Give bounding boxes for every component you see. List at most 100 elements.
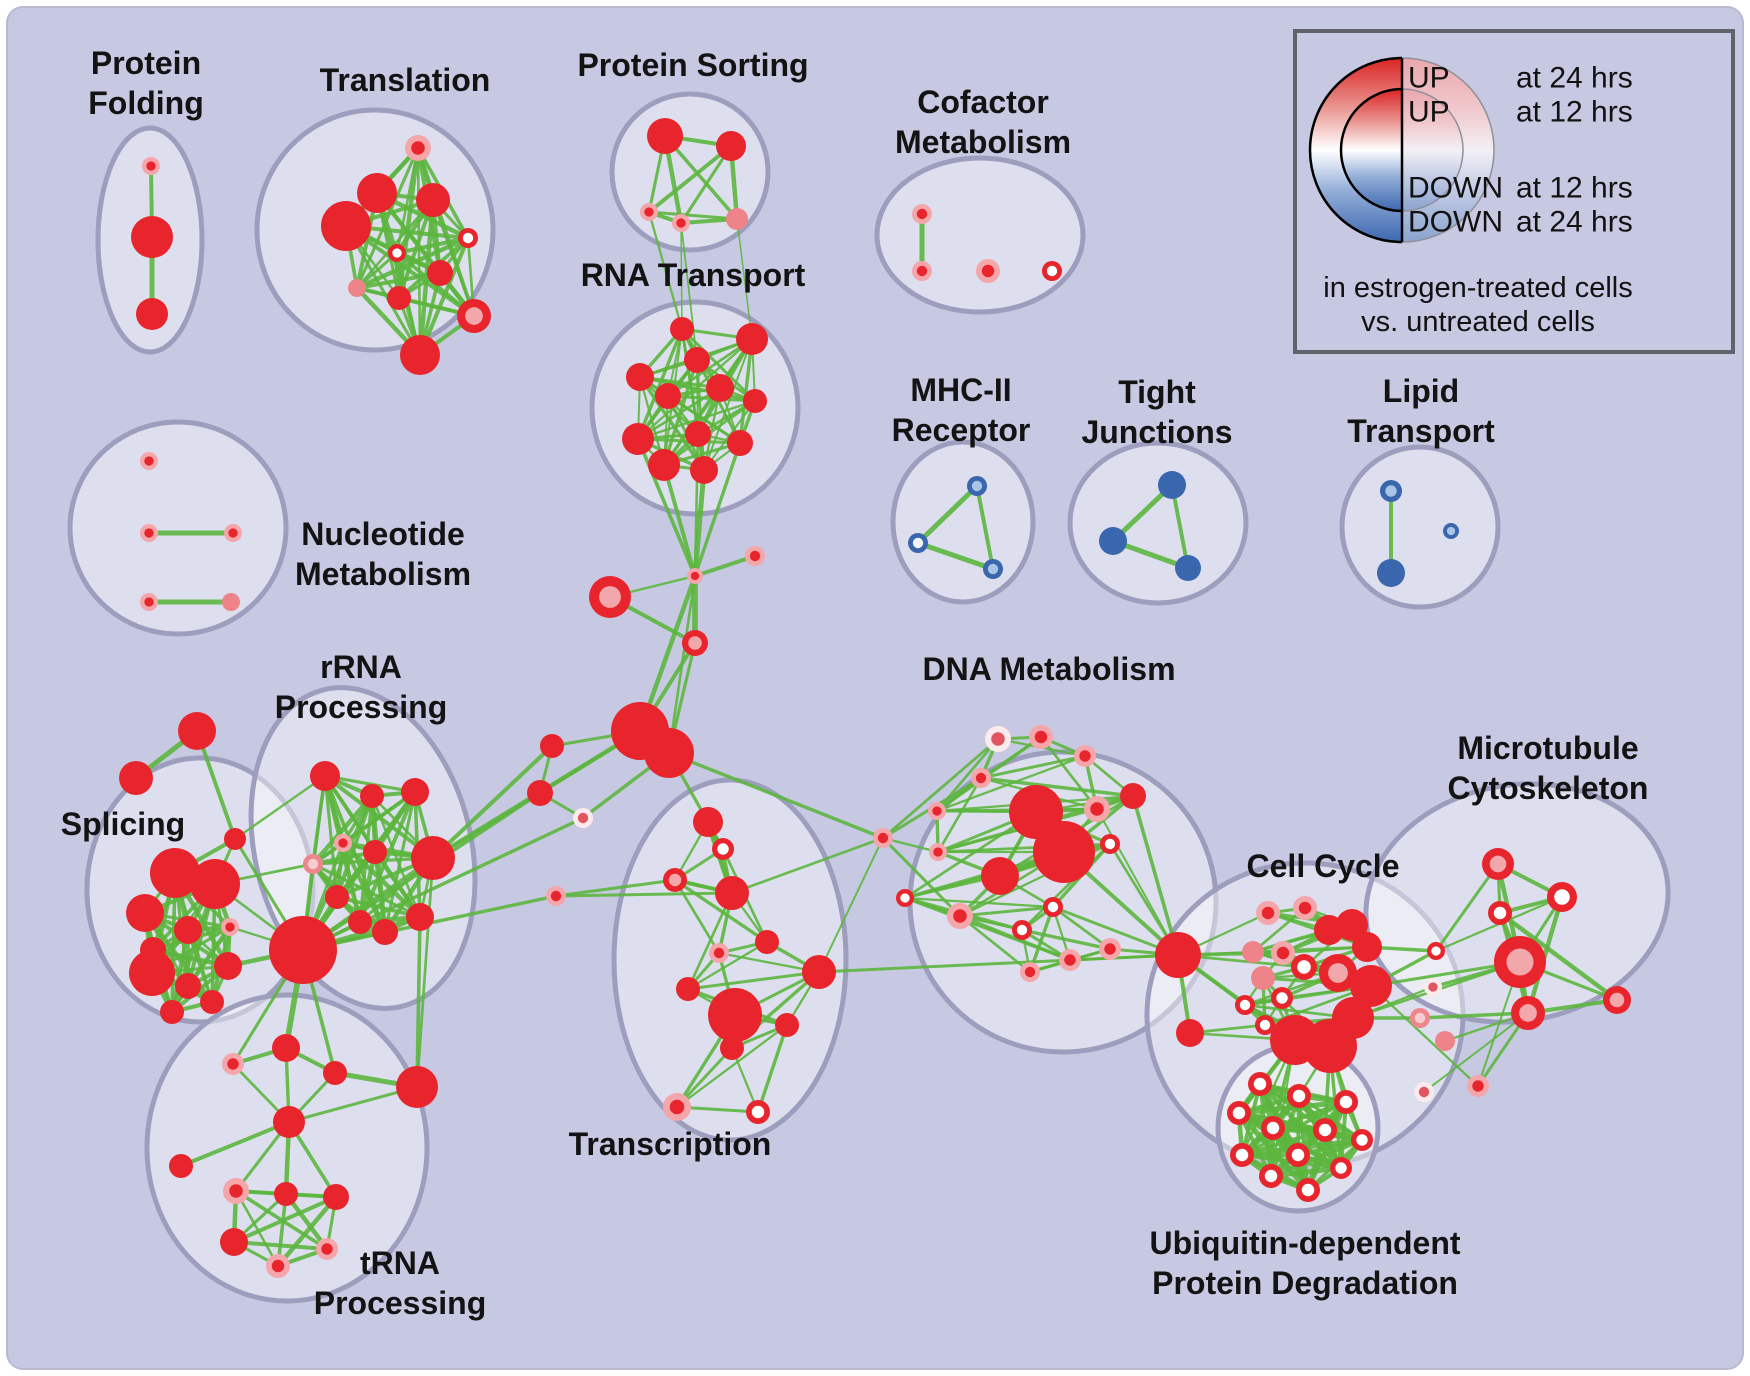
gene-node-pink bbox=[1251, 966, 1275, 990]
gene-node-red bbox=[684, 347, 710, 373]
gene-node-core bbox=[1264, 1169, 1278, 1183]
gene-node-core bbox=[1385, 485, 1397, 497]
cluster-label-tight-junctions: Tight bbox=[1118, 374, 1196, 410]
cluster-ellipse-lipid-transport bbox=[1339, 444, 1501, 610]
gene-node-red bbox=[540, 734, 564, 758]
network-edge bbox=[1020, 928, 1112, 951]
gene-node-red bbox=[401, 778, 429, 806]
gene-node-core bbox=[1046, 265, 1058, 277]
gene-node-core bbox=[577, 812, 589, 824]
cluster-labels-layer: Protein Folding Translation Protein Sorting… bbox=[61, 45, 1649, 1321]
network-nodes-layer bbox=[119, 118, 1631, 1278]
gene-node-core bbox=[1428, 982, 1438, 992]
gene-node-core bbox=[1609, 992, 1625, 1008]
gene-node-red bbox=[269, 916, 337, 984]
cluster-label-mhc-ii: Receptor bbox=[892, 412, 1031, 448]
network-edge bbox=[680, 222, 698, 361]
gene-node-red bbox=[1155, 932, 1201, 978]
gene-node-red bbox=[1350, 965, 1392, 1007]
gene-node-core bbox=[1519, 1004, 1537, 1022]
network-edge bbox=[673, 878, 769, 944]
gene-node-core bbox=[971, 480, 983, 492]
cluster-label-trna-processing: Processing bbox=[314, 1285, 487, 1321]
network-edge bbox=[335, 895, 422, 919]
cluster-label-protein-folding: Protein bbox=[91, 45, 201, 81]
gene-node-core bbox=[912, 537, 924, 549]
gene-node-pink bbox=[348, 279, 366, 297]
cluster-label-microtubule: Cytoskeleton bbox=[1448, 770, 1649, 806]
gene-node-core bbox=[1047, 901, 1059, 913]
gene-node-red bbox=[715, 876, 749, 910]
network-edge bbox=[936, 776, 983, 854]
gene-node-red bbox=[214, 952, 242, 980]
cluster-ellipse-nucleotide bbox=[67, 419, 289, 637]
cluster-label-rrna-processing: rRNA bbox=[320, 649, 402, 685]
network-edge bbox=[1039, 735, 1099, 811]
network-edge bbox=[344, 224, 476, 318]
network-edge bbox=[638, 375, 757, 403]
gene-node-core bbox=[465, 307, 483, 325]
gene-node-red bbox=[527, 780, 553, 806]
gene-node-core bbox=[1431, 946, 1441, 956]
gene-node-red bbox=[126, 894, 164, 932]
gene-node-core bbox=[1489, 855, 1507, 873]
gene-node-red bbox=[160, 1000, 184, 1024]
network-edge bbox=[354, 235, 471, 291]
gene-node-core bbox=[916, 265, 928, 277]
cluster-label-rna-transport: RNA Transport bbox=[581, 257, 806, 293]
gene-node-core bbox=[550, 890, 562, 902]
gene-node-red bbox=[416, 183, 450, 217]
gene-node-core bbox=[411, 141, 425, 155]
network-edge bbox=[232, 1195, 338, 1244]
gene-node-red bbox=[396, 1066, 438, 1108]
network-edge bbox=[1497, 910, 1620, 1003]
gene-node-core bbox=[462, 232, 474, 244]
gene-node-red bbox=[727, 430, 753, 456]
legend-direction-1: UP bbox=[1408, 96, 1450, 129]
gene-node-red bbox=[720, 1036, 744, 1060]
cluster-label-cofactor: Metabolism bbox=[895, 124, 1071, 160]
legend-glyph-inner-saturated bbox=[1339, 87, 1402, 213]
gene-node-core bbox=[1024, 966, 1036, 978]
gene-node-core bbox=[975, 772, 987, 784]
gene-node-red bbox=[131, 216, 173, 258]
gene-node-core bbox=[1235, 1148, 1249, 1162]
gene-node-red bbox=[411, 836, 455, 880]
gene-node-red bbox=[693, 807, 723, 837]
network-edge bbox=[431, 744, 554, 860]
network-edge bbox=[693, 554, 757, 578]
network-edge bbox=[738, 337, 754, 445]
network-edge bbox=[636, 327, 684, 441]
gene-node-blue bbox=[1175, 555, 1201, 581]
gene-node-red bbox=[273, 1106, 305, 1138]
gene-node-core bbox=[1493, 906, 1507, 920]
cluster-label-trna-processing: tRNA bbox=[360, 1245, 440, 1281]
cluster-ellipse-mhc-ii bbox=[890, 439, 1036, 605]
gene-node-red bbox=[1332, 997, 1374, 1039]
cluster-label-rrna-processing: Processing bbox=[275, 689, 448, 725]
gene-node-core bbox=[1339, 1095, 1353, 1109]
gene-node-red bbox=[400, 335, 440, 375]
network-edge bbox=[234, 1189, 280, 1268]
gene-node-red bbox=[119, 761, 153, 795]
gene-node-core bbox=[1554, 889, 1570, 905]
cluster-label-ubiquitin: Ubiquitin-dependent bbox=[1149, 1225, 1460, 1261]
gene-node-core bbox=[1266, 1121, 1280, 1135]
gene-node-red bbox=[129, 950, 175, 996]
network-edge bbox=[1131, 794, 1180, 957]
gene-node-blue bbox=[1099, 527, 1127, 555]
network-edge bbox=[979, 754, 1087, 780]
network-edge bbox=[232, 1240, 329, 1251]
network-edge bbox=[686, 891, 734, 991]
gene-node-red bbox=[325, 885, 349, 909]
gene-node-red bbox=[200, 990, 224, 1014]
gene-node-core bbox=[1328, 963, 1348, 983]
gene-node-red bbox=[178, 712, 216, 750]
network-edge bbox=[679, 144, 733, 225]
network-edge bbox=[355, 198, 435, 290]
network-edge bbox=[975, 484, 995, 571]
legend: UP at 24 hrs UP at 12 hrs DOWN at 12 hrs DOWN a… bbox=[1293, 29, 1735, 354]
gene-node-red bbox=[802, 955, 836, 989]
cluster-label-splicing: Splicing bbox=[61, 806, 185, 842]
legend-time-3: at 24 hrs bbox=[1516, 206, 1633, 239]
